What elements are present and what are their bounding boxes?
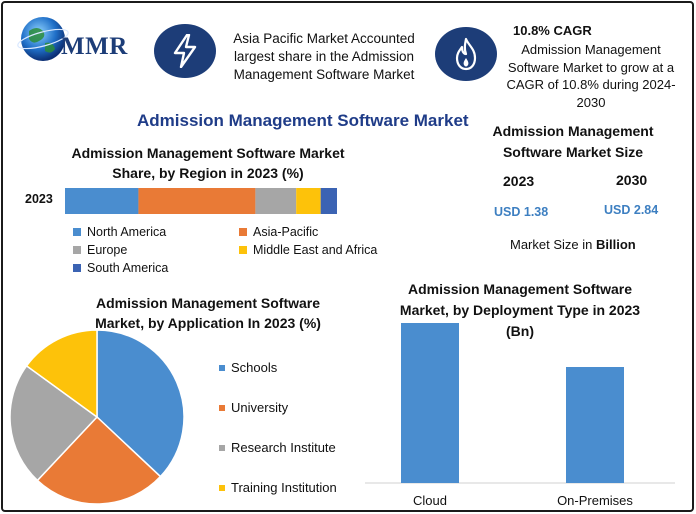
- legend-item-training-institution: Training Institution: [219, 480, 337, 495]
- application-chart-title: Admission Management Software Market, by…: [95, 295, 321, 331]
- legend-label: Europe: [87, 243, 128, 257]
- pie-slice-schools: [96, 329, 185, 478]
- flame-icon: [455, 37, 477, 71]
- legend-swatch: [219, 484, 225, 491]
- legend-swatch: [73, 228, 81, 236]
- deployment-chart-title: Admission Management Software Market, by…: [399, 281, 641, 339]
- legend-swatch: [219, 444, 225, 451]
- legend-swatch: [239, 228, 247, 236]
- legend-item-south-america: South America: [73, 261, 168, 275]
- region-stacked-bar: [65, 188, 337, 214]
- legend-swatch: [73, 246, 81, 254]
- cagr-text: Admission Management Software Market to …: [506, 42, 676, 110]
- region-chart-category: 2023: [25, 192, 53, 206]
- legend-item-university: University: [219, 400, 288, 415]
- legend-label: Middle East and Africa: [253, 243, 378, 257]
- market-size-note-prefix: Market Size in: [510, 237, 596, 252]
- bar-segment-asia-pacific: [138, 188, 256, 214]
- application-pie: [9, 329, 185, 505]
- value-2030: USD 2.84: [604, 203, 659, 217]
- legend-label: Asia-Pacific: [253, 225, 319, 239]
- legend-swatch: [239, 246, 247, 254]
- year-2030-label: 2030: [616, 172, 648, 188]
- legend-item-schools: Schools: [219, 360, 277, 375]
- legend-label: Research Institute: [231, 440, 336, 455]
- x-tick-label: On-Premises: [557, 493, 633, 508]
- bar-segment-south-america: [320, 188, 337, 214]
- cagr-heading: 10.8% CAGR: [513, 23, 592, 38]
- legend-item-europe: Europe: [73, 243, 127, 257]
- legend-label: North America: [87, 225, 167, 239]
- x-tick-label: Cloud: [413, 493, 447, 508]
- bar-cloud: [401, 323, 459, 483]
- lightning-icon: [173, 34, 197, 68]
- legend-item-north-america: North America: [73, 225, 166, 239]
- deployment-bar-chart: Cloud On-Premises: [365, 323, 675, 508]
- market-size-unit: Billion: [595, 237, 636, 252]
- legend-swatch: [73, 264, 81, 272]
- legend-label: South America: [87, 261, 169, 275]
- market-size-note: Market Size in Billion: [510, 237, 636, 252]
- legend-label: Schools: [231, 360, 278, 375]
- pie-slice-university: [36, 415, 162, 505]
- market-size-title: Admission Management Software Market Siz…: [492, 123, 654, 160]
- logo-text: MMR: [61, 33, 128, 60]
- globe-icon: [17, 17, 69, 61]
- legend-swatch: [219, 404, 225, 411]
- bar-segment-europe: [255, 188, 297, 214]
- value-2023: USD 1.38: [494, 205, 549, 219]
- region-chart-title: Admission Management Software Market Sha…: [71, 145, 345, 181]
- pie-slice-research-institute: [9, 364, 99, 482]
- legend-item-middle-east-and-africa: Middle East and Africa: [239, 243, 377, 257]
- lightning-icon-badge: [154, 24, 216, 78]
- legend-swatch: [219, 364, 225, 371]
- pie-slice-training-institution: [25, 329, 98, 419]
- legend-item-asia-pacific: Asia-Pacific: [239, 225, 318, 239]
- legend-label: Training Institution: [231, 480, 337, 495]
- legend-item-research-institute: Research Institute: [219, 440, 336, 455]
- bar-segment-north-america: [65, 188, 139, 214]
- main-title: Admission Management Software Market: [137, 111, 469, 130]
- flame-icon-badge: [435, 27, 497, 81]
- logo: MMR: [11, 13, 141, 65]
- year-2023-label: 2023: [503, 173, 535, 189]
- bar-on-premises: [566, 367, 624, 483]
- legend-label: University: [231, 400, 289, 415]
- bar-segment-middle-east-and-africa: [296, 188, 321, 214]
- highlight-asia-pacific-text: Asia Pacific Market Accounted largest sh…: [233, 31, 415, 82]
